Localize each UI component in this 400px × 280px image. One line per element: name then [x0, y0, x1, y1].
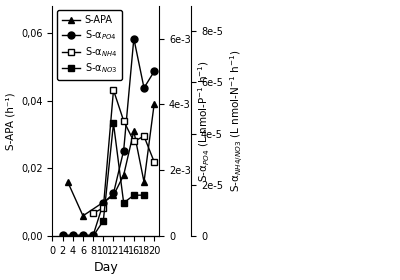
S-APA: [132, 129, 136, 133]
S-α$_{PO4}$: [111, 192, 116, 195]
S-APA: [121, 173, 126, 177]
S-α$_{NO3}$: [132, 193, 136, 197]
Line: S-α$_{PO4}$: S-α$_{PO4}$: [59, 35, 158, 239]
S-α$_{NH4}$: [111, 88, 116, 92]
S-α$_{NO3}$: [101, 219, 106, 223]
S-α$_{NH4}$: [152, 160, 156, 164]
Legend: S-APA, S-α$_{PO4}$, S-α$_{NH4}$, S-α$_{NO3}$: S-APA, S-α$_{PO4}$, S-α$_{NH4}$, S-α$_{N…: [57, 10, 122, 80]
S-α$_{NO3}$: [80, 234, 85, 238]
S-α$_{NH4}$: [132, 140, 136, 143]
S-α$_{NH4}$: [121, 119, 126, 123]
S-α$_{NO3}$: [91, 234, 96, 238]
S-α$_{NO3}$: [111, 122, 116, 125]
S-APA: [152, 102, 156, 106]
Y-axis label: S-APA (h⁻¹): S-APA (h⁻¹): [6, 92, 16, 150]
Line: S-α$_{NH4}$: S-α$_{NH4}$: [90, 87, 158, 216]
Y-axis label: S-α$_{PO4}$ (L nmol-P$^{-1}$ h$^{-1}$): S-α$_{PO4}$ (L nmol-P$^{-1}$ h$^{-1}$): [196, 60, 212, 182]
S-α$_{PO4}$: [91, 234, 96, 237]
S-α$_{NO3}$: [142, 193, 146, 197]
S-α$_{NH4}$: [142, 135, 146, 138]
S-α$_{NO3}$: [60, 234, 65, 238]
S-α$_{PO4}$: [142, 86, 146, 90]
S-α$_{PO4}$: [101, 202, 106, 205]
S-α$_{PO4}$: [70, 234, 75, 237]
S-APA: [142, 180, 146, 184]
S-APA: [80, 214, 85, 218]
Line: S-α$_{NO3}$: S-α$_{NO3}$: [59, 120, 148, 240]
S-α$_{NH4}$: [101, 206, 106, 210]
S-α$_{PO4}$: [121, 149, 126, 152]
S-α$_{PO4}$: [60, 234, 65, 237]
S-α$_{NH4}$: [91, 211, 96, 215]
S-α$_{PO4}$: [152, 70, 156, 73]
S-α$_{PO4}$: [132, 37, 136, 40]
X-axis label: Day: Day: [94, 262, 118, 274]
S-APA: [111, 194, 116, 197]
S-α$_{NO3}$: [121, 201, 126, 204]
Y-axis label: S-α$_{NH4/NO3}$ (L nmol-N$^{-1}$ h$^{-1}$): S-α$_{NH4/NO3}$ (L nmol-N$^{-1}$ h$^{-1}…: [228, 50, 246, 192]
S-APA: [65, 180, 70, 184]
Line: S-APA: S-APA: [64, 101, 158, 219]
S-α$_{NO3}$: [70, 234, 75, 238]
S-α$_{PO4}$: [80, 234, 85, 237]
